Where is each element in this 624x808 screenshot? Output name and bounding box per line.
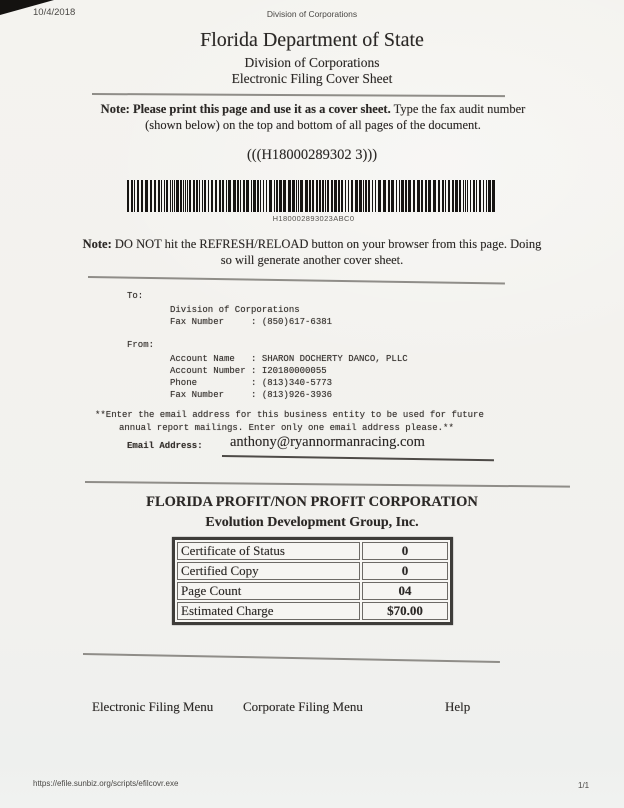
to-label: To:: [127, 291, 144, 301]
print-instruction-note-regular: Type the fax audit number (shown below) …: [145, 102, 526, 132]
divider-above-to: [87, 276, 505, 285]
scan-corner-artifact: [0, 0, 54, 15]
refresh-warning-note-bold: Note:: [82, 237, 112, 251]
email-address-underline: [221, 455, 494, 461]
divider-top: [91, 93, 505, 97]
help-link[interactable]: Help: [445, 699, 471, 714]
divider-above-menu: [82, 653, 500, 663]
refresh-warning-note-regular: DO NOT hit the REFRESH/RELOAD button on …: [111, 237, 542, 267]
fee-row-label: Estimated Charge: [177, 602, 360, 620]
barcode: [127, 180, 500, 212]
from-label: From:: [127, 340, 155, 350]
fax-audit-number: (((H18000289302 3))): [246, 147, 378, 163]
email-instruction-line1: **Enter the email address for this busin…: [95, 410, 484, 420]
fee-row-value: $70.00: [361, 602, 448, 620]
print-instruction-note-bold: Note: Please print this page and use it …: [100, 102, 391, 116]
email-instruction-line2: annual report mailings. Enter only one e…: [119, 423, 454, 433]
fee-table: Certificate of Status 0 Certified Copy 0…: [172, 537, 453, 625]
email-address-value: anthony@ryannormanracing.com: [230, 434, 425, 450]
company-name: Evolution Development Group, Inc.: [205, 515, 419, 530]
fee-row-value: 0: [361, 542, 448, 560]
refresh-warning-note: Note: DO NOT hit the REFRESH/RELOAD butt…: [77, 236, 547, 268]
print-date: 10/4/2018: [33, 7, 76, 18]
print-footer-url: https://efile.sunbiz.org/scripts/efilcov…: [33, 779, 179, 788]
to-fax-number: Fax Number : (850)617-6381: [170, 317, 333, 327]
fee-row-estimated-charge: Estimated Charge $70.00: [177, 602, 448, 620]
fee-row-label: Page Count: [177, 582, 360, 600]
fee-row-value: 04: [361, 582, 448, 600]
from-phone: Phone : (813)340-5773: [170, 378, 333, 388]
barcode-label: H180002893023ABC0: [272, 214, 355, 223]
corporate-filing-menu-link[interactable]: Corporate Filing Menu: [243, 699, 363, 714]
page-subtitle-division: Division of Corporations: [244, 55, 380, 70]
page-title: Florida Department of State: [200, 29, 424, 51]
fee-row-page-count: Page Count 04: [177, 582, 448, 600]
electronic-filing-menu-link[interactable]: Electronic Filing Menu: [92, 699, 214, 714]
fee-row-certificate-of-status: Certificate of Status 0: [177, 542, 448, 560]
print-page-indicator: 1/1: [578, 781, 590, 790]
from-fax-number: Fax Number : (813)926-3936: [170, 390, 333, 400]
fee-row-value: 0: [361, 562, 448, 580]
to-recipient: Division of Corporations: [170, 305, 300, 315]
filing-type-heading: FLORIDA PROFIT/NON PROFIT CORPORATION: [146, 494, 478, 510]
fee-row-label: Certificate of Status: [177, 542, 360, 560]
from-account-number: Account Number : I20180000055: [170, 366, 327, 376]
fee-row-certified-copy: Certified Copy 0: [177, 562, 448, 580]
print-header-title: Division of Corporations: [266, 9, 358, 19]
page-subtitle-cover-sheet: Electronic Filing Cover Sheet: [231, 71, 393, 86]
print-instruction-note: Note: Please print this page and use it …: [97, 101, 529, 133]
email-address-label: Email Address:: [127, 441, 203, 451]
divider-above-filing: [84, 481, 570, 488]
from-account-name: Account Name : SHARON DOCHERTY DANCO, PL…: [170, 354, 408, 364]
fee-row-label: Certified Copy: [177, 562, 360, 580]
